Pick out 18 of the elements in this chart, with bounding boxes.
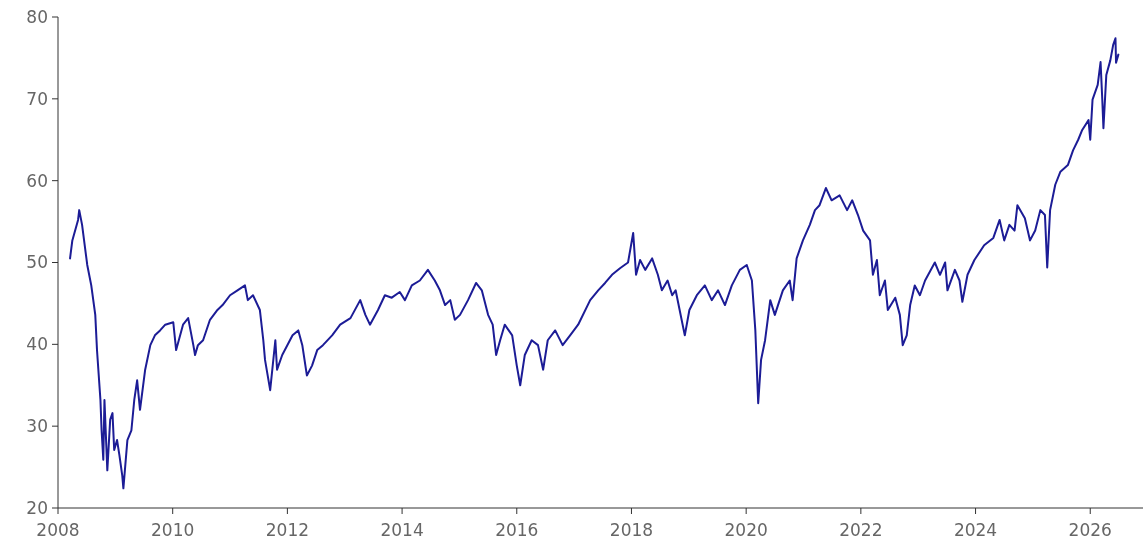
y-tick-label: 50	[26, 252, 48, 273]
y-tick-label: 60	[26, 170, 48, 191]
x-tick-label: 2018	[609, 520, 654, 540]
x-tick-label: 2020	[724, 520, 768, 540]
y-tick-label: 20	[26, 497, 48, 518]
x-tick-label: 2008	[36, 520, 80, 540]
y-tick-label: 40	[26, 334, 48, 355]
x-tick-label: 2016	[495, 520, 539, 540]
line-series	[69, 37, 1120, 490]
x-tick-label: 2024	[953, 520, 998, 540]
x-tick-label: 2012	[265, 520, 310, 540]
x-tick-label: 2022	[839, 520, 883, 540]
y-tick-label: 30	[26, 416, 48, 437]
x-tick-label: 2014	[380, 520, 424, 540]
x-tick-label: 2026	[1068, 520, 1112, 540]
y-tick-label: 70	[26, 88, 48, 109]
y-tick-label: 80	[26, 6, 48, 27]
x-tick-label: 2010	[151, 520, 195, 540]
